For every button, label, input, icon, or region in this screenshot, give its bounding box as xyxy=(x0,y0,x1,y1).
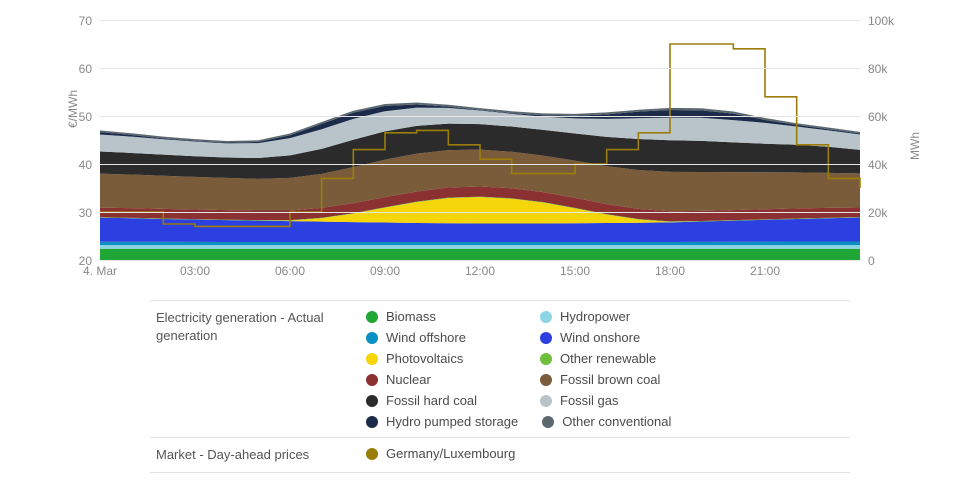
swatch-icon xyxy=(366,416,378,428)
area-wind_offshore xyxy=(100,242,860,246)
swatch-icon xyxy=(540,395,552,407)
x-tick: 15:00 xyxy=(560,264,590,278)
legend-item-other_renewable[interactable]: Other renewable xyxy=(540,351,690,366)
y-tick-right: 60k xyxy=(868,110,912,124)
x-tick: 03:00 xyxy=(180,264,210,278)
legend-item-label: Other conventional xyxy=(562,414,671,429)
swatch-icon xyxy=(542,416,554,428)
legend: Electricity generation - Actual generati… xyxy=(150,300,850,473)
legend-item-wind_onshore[interactable]: Wind onshore xyxy=(540,330,690,345)
legend-item-label: Fossil hard coal xyxy=(386,393,477,408)
chart: 203040506070020k40k60k80k100k4. Mar03:00… xyxy=(100,20,860,280)
x-tick: 06:00 xyxy=(275,264,305,278)
legend-item-label: Fossil brown coal xyxy=(560,372,660,387)
legend-group-title: Electricity generation - Actual generati… xyxy=(156,309,366,344)
legend-item-label: Hydro pumped storage xyxy=(386,414,518,429)
legend-item-fossil_gas[interactable]: Fossil gas xyxy=(540,393,690,408)
legend-item-label: Wind onshore xyxy=(560,330,640,345)
legend-item-label: Other renewable xyxy=(560,351,656,366)
legend-item-label: Biomass xyxy=(386,309,436,324)
y-tick-right: 40k xyxy=(868,158,912,172)
y-tick-left: 60 xyxy=(62,62,92,76)
x-tick: 12:00 xyxy=(465,264,495,278)
legend-item-hydro_pumped[interactable]: Hydro pumped storage xyxy=(366,414,518,429)
swatch-icon xyxy=(366,311,378,323)
y-tick-right: 0 xyxy=(868,254,912,268)
legend-items: Biomass Hydropower Wind offshore Wind onsho… xyxy=(366,309,844,429)
swatch-icon xyxy=(540,374,552,386)
legend-group-market: Market - Day-ahead prices Germany/Luxemb… xyxy=(150,437,850,473)
x-tick: 09:00 xyxy=(370,264,400,278)
swatch-icon xyxy=(366,332,378,344)
grid-line xyxy=(100,20,860,21)
swatch-icon xyxy=(366,448,378,460)
legend-item-other_conventional[interactable]: Other conventional xyxy=(542,414,692,429)
legend-item-label: Nuclear xyxy=(386,372,431,387)
x-tick: 18:00 xyxy=(655,264,685,278)
legend-item-label: Wind offshore xyxy=(386,330,466,345)
grid-line xyxy=(100,68,860,69)
legend-items: Germany/Luxembourg xyxy=(366,446,844,461)
swatch-icon xyxy=(540,311,552,323)
legend-item-biomass[interactable]: Biomass xyxy=(366,309,516,324)
y-tick-left: 50 xyxy=(62,110,92,124)
legend-item-price[interactable]: Germany/Luxembourg xyxy=(366,446,516,461)
legend-item-nuclear[interactable]: Nuclear xyxy=(366,372,516,387)
legend-item-photovoltaics[interactable]: Photovoltaics xyxy=(366,351,516,366)
x-tick: 4. Mar xyxy=(83,264,117,278)
y-tick-right: 100k xyxy=(868,14,912,28)
swatch-icon xyxy=(540,353,552,365)
x-tick: 21:00 xyxy=(750,264,780,278)
grid-line xyxy=(100,164,860,165)
area-biomass xyxy=(100,249,860,260)
stacked-area-svg xyxy=(100,20,860,260)
legend-item-label: Hydropower xyxy=(560,309,630,324)
swatch-icon xyxy=(366,374,378,386)
legend-group-generation: Electricity generation - Actual generati… xyxy=(150,300,850,437)
y-axis-right-label: MWh xyxy=(908,132,922,160)
y-tick-left: 30 xyxy=(62,206,92,220)
area-hydropower xyxy=(100,245,860,249)
grid-line xyxy=(100,260,860,261)
legend-item-label: Fossil gas xyxy=(560,393,619,408)
legend-item-label: Photovoltaics xyxy=(386,351,463,366)
legend-item-wind_offshore[interactable]: Wind offshore xyxy=(366,330,516,345)
grid-line xyxy=(100,212,860,213)
legend-item-fossil_hard[interactable]: Fossil hard coal xyxy=(366,393,516,408)
y-tick-left: 40 xyxy=(62,158,92,172)
legend-item-label: Germany/Luxembourg xyxy=(386,446,515,461)
grid-line xyxy=(100,116,860,117)
y-tick-right: 80k xyxy=(868,62,912,76)
swatch-icon xyxy=(540,332,552,344)
swatch-icon xyxy=(366,395,378,407)
y-tick-right: 20k xyxy=(868,206,912,220)
swatch-icon xyxy=(366,353,378,365)
legend-group-title: Market - Day-ahead prices xyxy=(156,446,366,464)
legend-item-fossil_brown[interactable]: Fossil brown coal xyxy=(540,372,690,387)
y-tick-left: 70 xyxy=(62,14,92,28)
plot-area: 203040506070020k40k60k80k100k4. Mar03:00… xyxy=(100,20,860,260)
legend-item-hydropower[interactable]: Hydropower xyxy=(540,309,690,324)
